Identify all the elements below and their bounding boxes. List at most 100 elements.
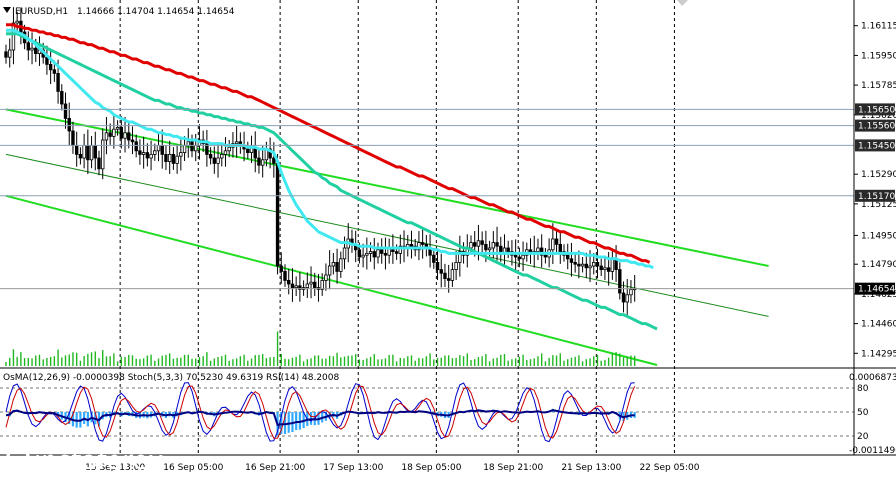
candle-body: [208, 153, 213, 159]
price-tick-label: 1.14460: [861, 320, 896, 330]
candle-body: [160, 144, 164, 155]
candle-body: [246, 148, 250, 153]
candle-body: [625, 294, 629, 303]
price-axis: 1.16115 1.15950 1.15785 1.15620 1.15290 1.151…: [853, 0, 896, 455]
chart-header: EURUSD,H1 1.14666 1.14704 1.14654 1.1465…: [3, 0, 688, 17]
candle-body: [599, 265, 603, 270]
candle-body: [56, 73, 60, 92]
ohlc-readout: 1.14666 1.14704 1.14654 1.14654: [77, 7, 235, 17]
price-tag-label: 1.15560: [858, 122, 895, 132]
price-tick-label: 1.14295: [861, 349, 896, 359]
time-label: 16 Sep 05:00: [163, 463, 223, 473]
candle-body: [115, 127, 120, 130]
candle-body: [569, 258, 574, 263]
channel-line: [5, 194, 658, 366]
candle-body: [491, 242, 496, 249]
candle-body: [108, 132, 112, 137]
candle-body: [167, 153, 172, 162]
candle-body: [305, 283, 310, 288]
candle-body: [473, 242, 477, 247]
channel-lines: [5, 108, 769, 366]
candle-body: [446, 278, 451, 281]
time-label: 22 Sep 05:00: [639, 463, 699, 473]
candle-body: [469, 242, 473, 249]
time-labels: 15 Sep 13:00 16 Sep 05:00 16 Sep 21:00 17 S…: [85, 463, 700, 473]
candle-body: [595, 261, 600, 267]
candle-body: [484, 243, 488, 251]
candle-body: [279, 265, 283, 272]
candle-body: [566, 254, 570, 260]
candle-body: [34, 47, 38, 55]
price-tag: [855, 139, 895, 152]
candle-body: [320, 279, 324, 290]
time-axis: 15 Sep 13:00 16 Sep 05:00 16 Sep 21:00 17 S…: [0, 454, 896, 473]
candle-body: [287, 279, 291, 285]
indicator-readout: OsMA(12,26,9) -0.0000398 Stoch(5,3,3) 70…: [3, 373, 339, 383]
candle-body: [458, 251, 462, 263]
time-label: 18 Sep 05:00: [401, 463, 461, 473]
candle-body: [272, 157, 276, 164]
price-tags: 1.15650 1.15560 1.15450 1.15170 1.14654: [855, 103, 895, 295]
candle-body: [223, 150, 228, 155]
candle-body: [220, 153, 224, 159]
candle-body: [621, 292, 626, 303]
candle-body: [149, 153, 153, 159]
candle-body: [130, 139, 135, 143]
candle-body: [194, 144, 198, 152]
candle-body: [82, 144, 86, 159]
moving-averages: [6, 23, 658, 331]
candle-body: [592, 261, 596, 267]
candle-body: [156, 144, 161, 152]
candle-body: [89, 144, 94, 161]
candle-body: [112, 128, 116, 137]
candle-body: [610, 258, 615, 272]
candle-body: [63, 103, 68, 119]
candle-body: [577, 263, 581, 267]
candle-body: [357, 249, 362, 258]
candle-body: [584, 263, 589, 269]
candle-body: [398, 245, 403, 254]
candle-body: [606, 267, 611, 272]
watermark-brand: instaforex: [34, 446, 163, 476]
price-tick-label: 1.15620: [861, 111, 896, 121]
candle-body: [298, 285, 302, 290]
candle-body: [313, 281, 317, 289]
candle-body: [536, 247, 540, 252]
candle-body: [417, 242, 421, 251]
candle-body: [339, 258, 343, 272]
chart-menu-arrow-icon[interactable]: [3, 7, 11, 13]
candle-body: [513, 254, 518, 258]
price-tick-label: 1.15950: [861, 51, 896, 61]
price-tick-label: 1.16115: [861, 22, 896, 32]
candle-body: [580, 263, 585, 267]
candle-body: [365, 252, 369, 256]
candle-body: [573, 261, 577, 265]
candle-body: [164, 153, 168, 162]
candle-body: [260, 159, 265, 166]
candle-body: [454, 261, 458, 270]
oscillator-level-label: 20: [857, 432, 869, 442]
candle-body: [394, 251, 399, 254]
price-tick-label: 1.14950: [861, 231, 896, 241]
candle-body: [179, 152, 183, 157]
candle-body: [52, 69, 57, 74]
candle-body: [275, 162, 280, 267]
candle-body: [290, 283, 295, 288]
candle-body: [8, 49, 12, 58]
price-tick-label: 1.15125: [861, 200, 896, 210]
candle-body: [539, 247, 544, 256]
time-label: 15 Sep 13:00: [85, 463, 145, 473]
candle-body: [603, 267, 607, 270]
candle-body: [15, 20, 19, 24]
channel-line: [5, 108, 769, 267]
candle-body: [71, 130, 75, 146]
candle-body: [268, 148, 272, 159]
time-label: 21 Sep 13:00: [561, 463, 621, 473]
candle-body: [153, 150, 157, 155]
candle-body: [227, 146, 231, 152]
oscillator-pane: 80 50 20 0.00068737 -0.00114902: [0, 367, 896, 456]
price-tag-label: 1.15450: [858, 141, 895, 151]
watermark-tagline: Instant Forex Trading: [34, 469, 150, 482]
price-tick-label: 1.15290: [861, 170, 896, 180]
candle-body: [67, 118, 71, 132]
